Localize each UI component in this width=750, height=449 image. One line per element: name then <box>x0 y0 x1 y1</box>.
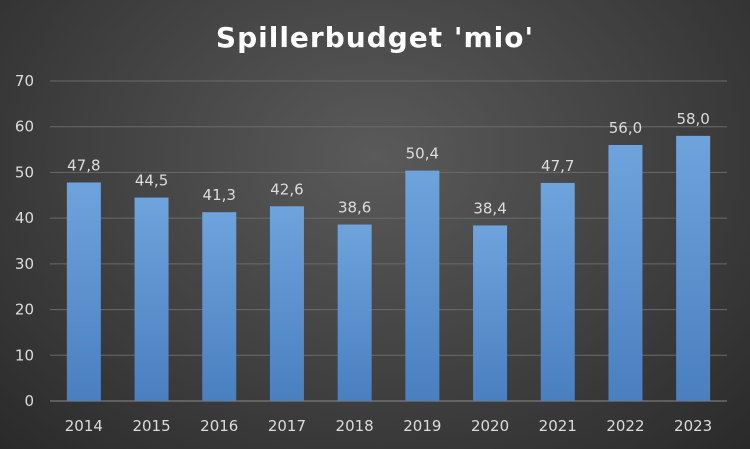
data-label-2019: 50,4 <box>406 145 439 163</box>
y-tick-label: 50 <box>15 163 34 181</box>
y-tick-label: 60 <box>15 118 34 136</box>
data-label-2015: 44,5 <box>135 172 168 190</box>
bar-2018 <box>337 224 372 401</box>
x-tick-label: 2020 <box>471 417 509 435</box>
x-axis-ticks: 2014 2015 2016 2017 2018 2019 2020 2021 2022 2023 <box>65 417 712 435</box>
bar-2016 <box>202 212 237 401</box>
data-labels: 47,8 44,5 41,3 42,6 38,6 50,4 38,4 47,7 56,0 58,0 <box>67 110 710 218</box>
x-tick-label: 2019 <box>403 417 441 435</box>
x-tick-label: 2017 <box>268 417 306 435</box>
y-tick-label: 20 <box>15 301 34 319</box>
x-tick-label: 2023 <box>674 417 712 435</box>
data-label-2017: 42,6 <box>270 180 303 198</box>
chart-title: Spillerbudget 'mio' <box>216 21 534 54</box>
bar-2022 <box>608 145 643 401</box>
x-tick-label: 2016 <box>200 417 238 435</box>
y-tick-label: 40 <box>15 209 34 227</box>
data-label-2016: 41,3 <box>203 186 236 204</box>
x-tick-label: 2014 <box>65 417 103 435</box>
y-tick-label: 70 <box>15 72 34 90</box>
bars <box>66 135 711 401</box>
bar-2014 <box>66 182 101 401</box>
bar-2017 <box>269 206 304 401</box>
data-label-2014: 47,8 <box>67 156 100 174</box>
x-tick-label: 2015 <box>132 417 170 435</box>
x-tick-label: 2021 <box>539 417 577 435</box>
data-label-2021: 47,7 <box>541 157 574 175</box>
data-label-2023: 58,0 <box>676 110 709 128</box>
bar-2023 <box>676 135 711 401</box>
data-label-2018: 38,6 <box>338 199 371 217</box>
y-tick-label: 0 <box>24 392 34 410</box>
data-label-2020: 38,4 <box>473 199 506 217</box>
data-label-2022: 56,0 <box>609 119 642 137</box>
y-axis-ticks: 0 10 20 30 40 50 60 70 <box>15 72 34 410</box>
bar-2015 <box>134 197 169 401</box>
y-tick-label: 30 <box>15 255 34 273</box>
bar-2019 <box>405 170 440 401</box>
bar-2021 <box>540 182 575 401</box>
y-tick-label: 10 <box>15 346 34 364</box>
x-tick-label: 2022 <box>606 417 644 435</box>
x-tick-label: 2018 <box>336 417 374 435</box>
bar-2020 <box>473 225 508 401</box>
